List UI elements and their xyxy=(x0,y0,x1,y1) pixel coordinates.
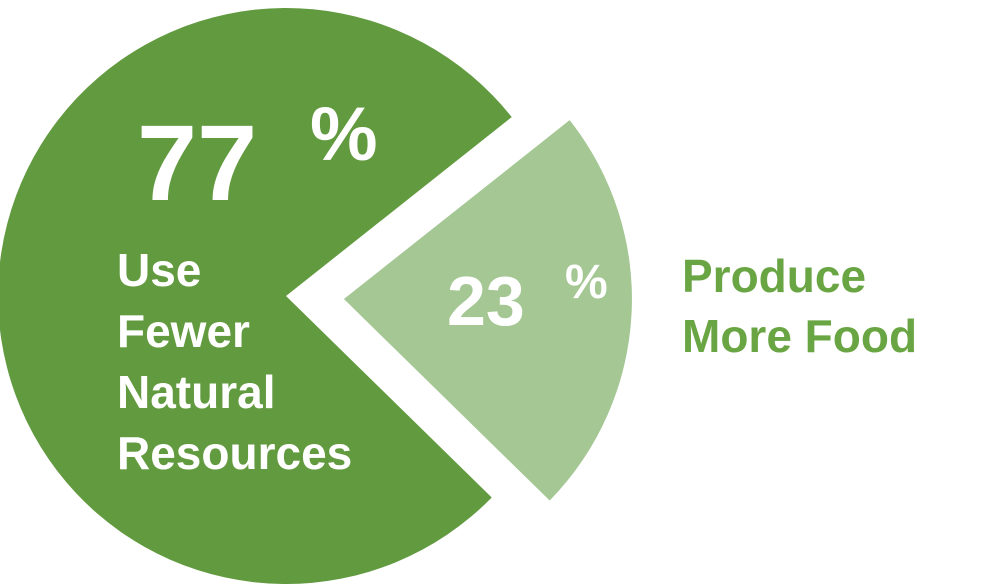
slice-value-77-percent-sign: % xyxy=(310,92,378,177)
slice-value-23-percent-sign: % xyxy=(565,256,608,309)
side-label-line-1: Produce xyxy=(682,250,866,302)
slice-label-line-2: Fewer xyxy=(117,305,250,357)
slice-label-line-1: Use xyxy=(117,244,201,296)
side-label-line-2: More Food xyxy=(682,310,917,362)
pie-slice-produce-more-food xyxy=(343,120,632,501)
slice-value-23: 23 xyxy=(447,262,525,340)
slice-value-77: 77 xyxy=(137,102,257,223)
slice-label-line-4: Resources xyxy=(117,427,352,479)
slice-label-line-3: Natural xyxy=(117,366,275,418)
pie-slice-use-fewer-natural-resources xyxy=(0,8,512,584)
